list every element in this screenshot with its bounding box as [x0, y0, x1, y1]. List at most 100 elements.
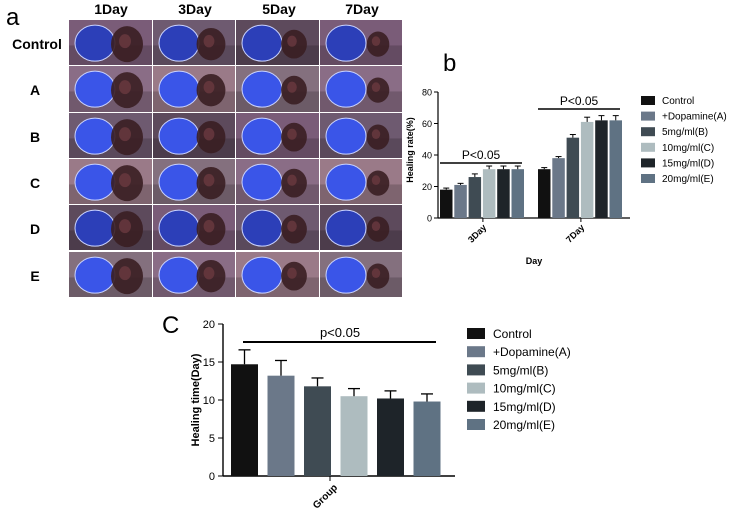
bar — [482, 169, 496, 218]
legend-label: 15mg/ml(D) — [662, 158, 714, 169]
photo-column-header: 3Day — [178, 1, 212, 17]
wound-photo — [236, 66, 319, 112]
wound-highlight — [287, 174, 297, 186]
bar — [304, 386, 331, 476]
legend-swatch — [467, 419, 485, 430]
wound-photo-grid — [69, 20, 403, 298]
wound-photo — [319, 205, 402, 251]
wound-highlight — [203, 266, 214, 279]
wound-photo — [152, 20, 235, 66]
dressing-disc — [74, 117, 116, 155]
wound-photo — [319, 66, 402, 112]
dressing-disc — [158, 24, 199, 62]
y-axis-title: Healing rate(%) — [405, 117, 415, 183]
wound-photo — [69, 20, 152, 66]
y-tick-label: 20 — [203, 319, 215, 331]
legend-label: 5mg/ml(B) — [493, 363, 548, 377]
legend-label: +Dopamine(A) — [493, 345, 571, 359]
wound-photo — [319, 158, 402, 205]
bar — [566, 137, 580, 218]
wound-photo — [69, 158, 152, 205]
wound-highlight — [119, 265, 131, 280]
y-tick-label: 60 — [422, 119, 432, 129]
photo-column-header: 5Day — [262, 1, 296, 17]
legend-swatch — [641, 111, 655, 121]
wound-highlight — [119, 80, 131, 95]
legend-label: 5mg/ml(B) — [662, 127, 708, 138]
wound-photo — [236, 112, 319, 158]
wound-highlight — [203, 81, 214, 94]
wound-highlight — [119, 219, 131, 234]
wound-highlight — [371, 221, 380, 232]
legend-label: Control — [493, 327, 532, 341]
photo-row-header: B — [29, 128, 41, 145]
wound-photo — [152, 66, 235, 112]
wound-highlight — [203, 173, 214, 187]
legend-swatch — [467, 328, 485, 339]
wound-photo — [152, 158, 235, 205]
wound-highlight — [287, 220, 297, 232]
dressing-disc — [325, 163, 366, 201]
panel-c-letter: C — [162, 312, 180, 339]
y-tick-label: 40 — [422, 151, 432, 161]
dressing-disc — [158, 70, 199, 108]
wound-photo — [236, 20, 319, 66]
wound-photo — [69, 112, 152, 158]
y-tick-label: 10 — [203, 395, 215, 407]
legend-label: 20mg/ml(E) — [662, 174, 714, 185]
y-axis-title: Healing time(Day) — [190, 353, 202, 446]
bar — [340, 396, 368, 476]
x-tick-label: 3Day — [466, 222, 488, 244]
dressing-disc — [74, 209, 116, 247]
bar — [497, 169, 510, 218]
bar — [538, 169, 551, 218]
wound-photo — [236, 205, 319, 251]
wound-photo — [152, 112, 235, 158]
dressing-disc — [241, 117, 283, 155]
wound-highlight — [371, 175, 380, 185]
legend-swatch — [641, 127, 655, 137]
dressing-disc — [325, 256, 366, 294]
x-tick-label: 7Day — [564, 222, 586, 244]
legend-swatch — [641, 142, 655, 152]
dressing-disc — [241, 163, 283, 201]
photo-row-header: E — [30, 267, 40, 284]
wound-photo — [236, 251, 319, 297]
bar — [552, 158, 565, 218]
wound-photo — [69, 251, 152, 297]
photo-column-header: 7Day — [345, 1, 379, 17]
dressing-disc — [158, 256, 199, 294]
panel-b-letter: b — [443, 50, 457, 77]
wound-highlight — [371, 82, 380, 93]
wound-highlight — [287, 267, 297, 279]
dressing-disc — [158, 209, 199, 247]
bar — [231, 364, 258, 476]
legend-swatch — [641, 158, 655, 168]
wound-photo — [319, 20, 402, 66]
dressing-disc — [241, 256, 283, 294]
dressing-disc — [74, 24, 116, 62]
bar — [595, 120, 608, 218]
dressing-disc — [158, 163, 199, 201]
legend-swatch — [641, 174, 655, 183]
bar — [511, 169, 524, 218]
wound-highlight — [119, 173, 131, 188]
significance-label: p<0.05 — [320, 325, 360, 340]
dressing-disc — [74, 256, 116, 294]
legend-label: 20mg/ml(E) — [493, 418, 555, 432]
dressing-disc — [241, 209, 283, 247]
photo-row-header: D — [29, 221, 41, 238]
legend-label: 10mg/ml(C) — [493, 382, 556, 396]
wound-photo — [69, 205, 152, 251]
photo-row-header: A — [29, 82, 41, 99]
legend-swatch — [467, 346, 485, 358]
wound-highlight — [287, 81, 297, 94]
wound-photo — [236, 158, 319, 205]
photo-row-header: C — [29, 174, 41, 191]
dressing-disc — [74, 70, 116, 108]
healing-rate-chart: 0 20 40 60 80 3Day 7Day P<0.05 P<0.05 Healing rat… — [405, 88, 727, 267]
significance-label: P<0.05 — [560, 94, 599, 108]
wound-highlight — [203, 34, 214, 48]
dressing-disc — [325, 70, 366, 108]
legend-label: 10mg/ml(C) — [662, 143, 714, 154]
